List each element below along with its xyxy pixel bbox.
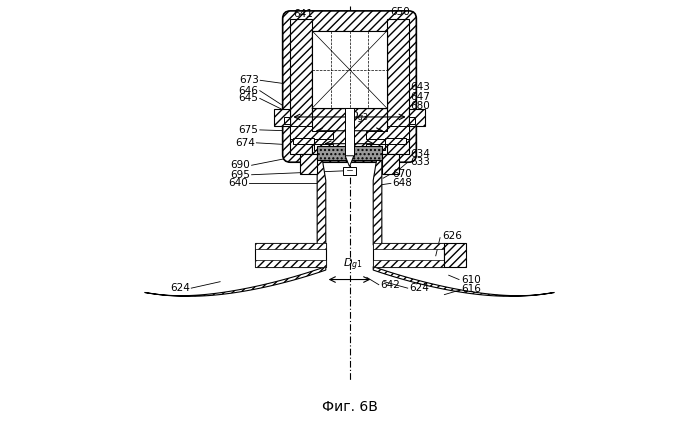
Bar xyxy=(312,31,387,108)
Polygon shape xyxy=(366,125,409,138)
Text: 642: 642 xyxy=(380,279,401,290)
Polygon shape xyxy=(145,266,326,296)
Polygon shape xyxy=(373,243,445,250)
Polygon shape xyxy=(254,260,326,266)
Text: 650: 650 xyxy=(391,7,410,17)
Polygon shape xyxy=(445,243,466,266)
Polygon shape xyxy=(290,125,333,138)
Text: 673: 673 xyxy=(239,76,259,85)
Text: $D_{g3}$: $D_{g3}$ xyxy=(349,109,369,125)
Polygon shape xyxy=(373,155,382,245)
Polygon shape xyxy=(409,109,425,126)
Text: 670: 670 xyxy=(393,169,412,179)
Polygon shape xyxy=(382,155,399,174)
Text: 641: 641 xyxy=(293,9,313,20)
Text: 690: 690 xyxy=(231,160,250,170)
Text: 634: 634 xyxy=(410,148,430,158)
Polygon shape xyxy=(345,156,354,167)
Text: $D_{g1}$: $D_{g1}$ xyxy=(343,257,363,273)
Text: 674: 674 xyxy=(235,138,254,148)
Text: 695: 695 xyxy=(231,170,250,180)
Polygon shape xyxy=(290,19,312,155)
Bar xyxy=(312,31,387,108)
Text: 624: 624 xyxy=(409,283,429,293)
Polygon shape xyxy=(373,243,445,266)
Text: $D_{g4}$: $D_{g4}$ xyxy=(345,149,365,165)
Polygon shape xyxy=(254,243,326,266)
Text: 647: 647 xyxy=(410,92,430,102)
Polygon shape xyxy=(387,19,409,155)
Polygon shape xyxy=(300,155,317,174)
Polygon shape xyxy=(312,108,387,155)
Polygon shape xyxy=(274,109,290,126)
Bar xyxy=(345,108,354,156)
Text: 645: 645 xyxy=(238,93,258,103)
Polygon shape xyxy=(373,266,554,296)
Text: $D_{g2}$: $D_{g2}$ xyxy=(350,95,370,112)
Text: 626: 626 xyxy=(442,231,462,241)
Text: 675: 675 xyxy=(238,125,258,135)
Polygon shape xyxy=(409,117,415,124)
Polygon shape xyxy=(373,260,445,266)
Bar xyxy=(317,146,382,160)
Polygon shape xyxy=(317,155,326,245)
Text: 680: 680 xyxy=(410,101,430,111)
Text: 643: 643 xyxy=(410,82,430,92)
Polygon shape xyxy=(293,138,333,150)
Text: Фиг. 6В: Фиг. 6В xyxy=(322,400,377,414)
Text: 648: 648 xyxy=(393,178,412,188)
Text: 624: 624 xyxy=(170,283,190,293)
Bar xyxy=(343,167,356,175)
Text: 616: 616 xyxy=(461,284,481,294)
Polygon shape xyxy=(284,117,290,124)
Text: 610: 610 xyxy=(461,275,480,285)
Text: 640: 640 xyxy=(229,178,248,187)
Polygon shape xyxy=(366,138,406,150)
Polygon shape xyxy=(254,243,326,250)
Text: 633: 633 xyxy=(410,157,430,167)
Text: 646: 646 xyxy=(238,85,258,95)
FancyBboxPatch shape xyxy=(282,11,417,162)
